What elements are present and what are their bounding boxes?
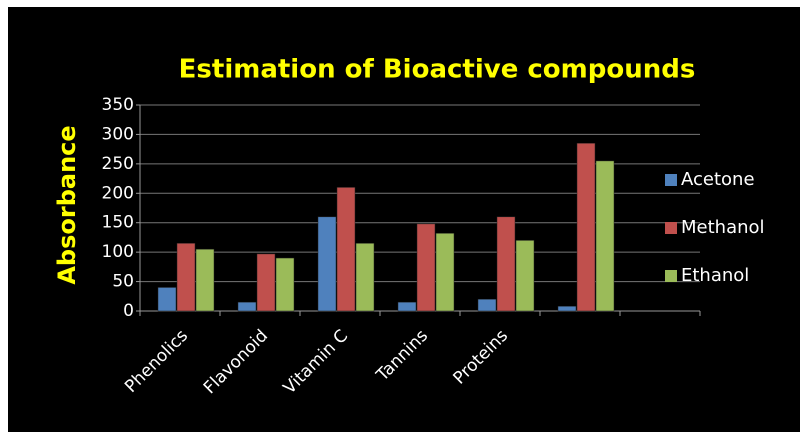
y-tick-label: 350 [102,95,134,115]
bar [176,243,196,312]
legend-swatch [665,270,677,282]
bar [195,248,215,312]
y-tick-label: 300 [102,124,134,144]
bar [435,233,455,312]
bar [397,301,417,312]
y-tick-label: 50 [112,272,134,292]
bar [355,243,375,312]
bar [256,253,276,312]
y-tick-label: 250 [102,154,134,174]
legend-label: Methanol [681,217,765,238]
bar [576,143,596,312]
y-axis-label: Absorbance [53,125,81,284]
legend-swatch [665,222,677,234]
chart-title: Estimation of Bioactive compounds [179,55,696,85]
bar [515,240,535,312]
y-tick-label: 0 [123,301,134,321]
bar [157,287,177,312]
y-tick-label: 150 [102,213,134,233]
bar [416,223,436,312]
bar [477,298,497,312]
bar [336,187,356,312]
bar [496,216,516,312]
y-tick-label: 200 [102,183,134,203]
bar [317,216,337,312]
y-tick-label: 100 [102,242,134,262]
bar [237,301,257,312]
bar [557,306,577,312]
legend-swatch [665,174,677,186]
legend-label: Acetone [681,169,755,190]
legend-label: Ethanol [681,265,749,286]
bar [275,257,295,312]
bar [595,160,615,312]
